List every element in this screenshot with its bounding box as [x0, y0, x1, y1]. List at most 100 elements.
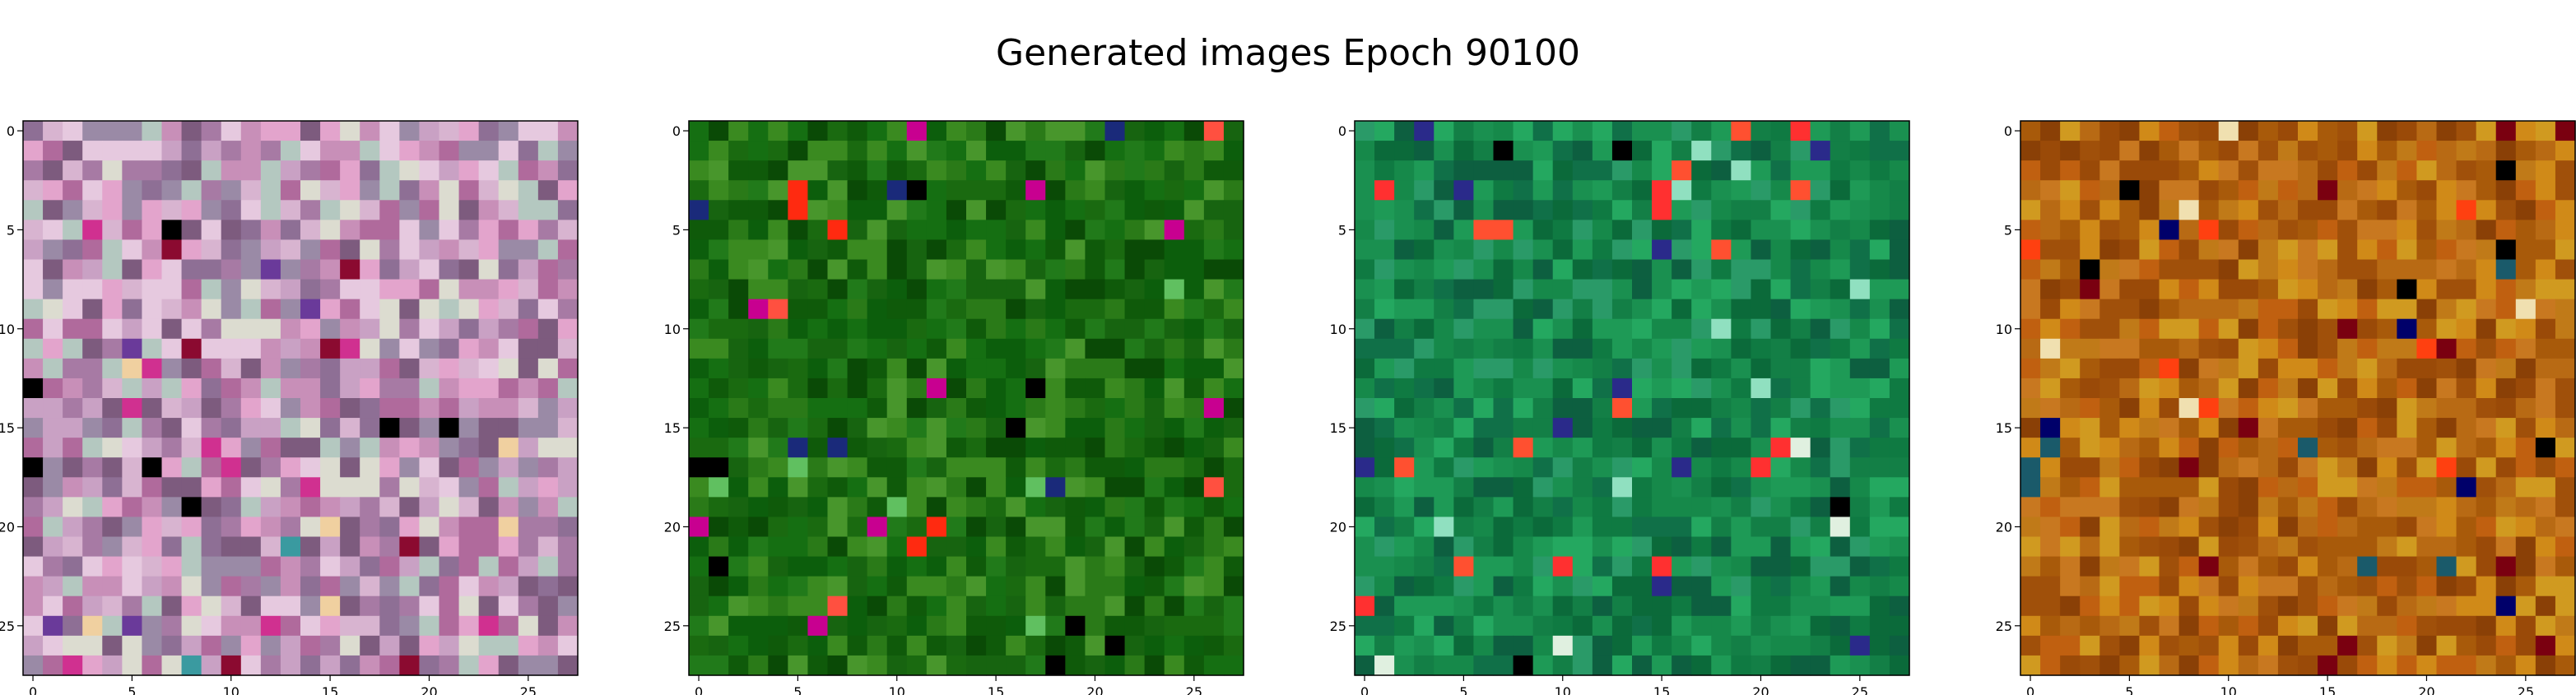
pixel-cell	[728, 595, 749, 617]
pixel-cell	[1025, 477, 1046, 498]
pixel-cell	[1849, 160, 1871, 181]
pixel-cell	[709, 259, 729, 280]
pixel-cell	[1144, 259, 1165, 280]
pixel-cell	[2298, 378, 2318, 399]
pixel-cell	[2357, 517, 2378, 538]
pixel-cell	[1849, 220, 1871, 241]
pixel-cell	[260, 220, 281, 241]
pixel-cell	[1790, 517, 1811, 538]
pixel-cell	[2159, 438, 2180, 458]
pixel-cell	[498, 556, 519, 577]
pixel-cell	[1085, 220, 1106, 241]
pixel-cell	[1473, 200, 1495, 220]
pixel-cell	[2238, 438, 2259, 458]
pixel-cell	[1711, 418, 1732, 438]
pixel-cell	[966, 398, 987, 419]
pixel-cell	[1751, 200, 1772, 220]
pixel-cell	[320, 180, 341, 201]
pixel-cell	[1183, 477, 1205, 498]
pixel-cell	[1355, 318, 1375, 340]
pixel-cell	[1104, 418, 1126, 438]
pixel-cell	[2495, 477, 2517, 498]
pixel-cell	[1652, 576, 1672, 597]
pixel-cell	[458, 655, 480, 676]
pixel-cell	[2099, 318, 2120, 340]
pixel-cell	[1572, 536, 1593, 558]
pixel-cell	[2139, 200, 2160, 220]
pixel-cell	[1085, 655, 1106, 676]
pixel-cell	[2060, 536, 2081, 558]
pixel-cell	[1144, 418, 1165, 438]
pixel-cell	[1045, 338, 1066, 359]
pixel-cell	[1104, 536, 1126, 558]
pixel-cell	[847, 160, 868, 181]
pixel-cell	[1355, 457, 1375, 478]
pixel-cell	[2416, 418, 2438, 438]
pixel-cell	[2178, 200, 2200, 220]
pixel-cell	[1592, 457, 1613, 478]
pixel-cell	[2377, 299, 2397, 320]
pixel-cell	[2318, 200, 2338, 220]
pixel-cell	[2178, 239, 2200, 261]
pixel-cell	[768, 160, 788, 181]
pixel-cell	[181, 635, 202, 656]
pixel-cell	[1552, 536, 1574, 558]
pixel-cell	[458, 160, 480, 181]
pixel-cell	[1183, 160, 1205, 181]
pixel-cell	[1025, 338, 1046, 359]
pixel-cell	[161, 279, 183, 300]
pixel-cell	[2178, 220, 2200, 241]
pixel-cell	[748, 595, 769, 617]
pixel-cell	[537, 517, 559, 538]
pixel-cell	[1652, 220, 1672, 241]
pixel-cell	[122, 615, 143, 637]
pixel-cell	[1124, 279, 1146, 300]
pixel-cell	[709, 556, 729, 577]
pixel-cell	[1691, 200, 1712, 220]
pixel-cell	[768, 477, 788, 498]
pixel-cell	[1453, 497, 1475, 518]
pixel-cell	[926, 180, 947, 201]
pixel-cell	[689, 200, 709, 220]
pixel-cell	[2476, 497, 2497, 518]
pixel-cell	[926, 160, 947, 181]
pixel-cell	[1830, 655, 1851, 676]
pixel-cell	[122, 220, 143, 241]
pixel-cell	[1869, 418, 1890, 438]
pixel-cell	[1434, 141, 1454, 161]
pixel-cell	[788, 635, 809, 656]
pixel-cell	[807, 457, 829, 478]
pixel-cell	[1065, 418, 1086, 438]
pixel-cell	[1394, 378, 1415, 399]
pixel-cell	[1434, 595, 1454, 617]
pixel-cell	[1394, 338, 1415, 359]
pixel-cell	[379, 477, 400, 498]
pixel-cell	[439, 200, 460, 220]
pixel-cell	[1810, 200, 1831, 220]
pixel-cell	[1434, 418, 1454, 438]
pixel-cell	[63, 299, 83, 320]
pixel-cell	[986, 418, 1007, 438]
pixel-cell	[498, 160, 519, 181]
pixel-cell	[557, 318, 579, 340]
pixel-cell	[181, 338, 202, 359]
pixel-cell	[1473, 418, 1495, 438]
pixel-cell	[1790, 338, 1811, 359]
pixel-cell	[1453, 279, 1475, 300]
pixel-cell	[946, 615, 967, 637]
y-tick-label: 10	[1996, 322, 2012, 337]
pixel-cell	[867, 418, 888, 438]
pixel-cell	[2119, 259, 2141, 280]
pixel-cell	[181, 141, 202, 161]
pixel-cell	[2337, 259, 2358, 280]
pixel-cell	[1652, 318, 1672, 340]
pixel-cell	[320, 615, 341, 637]
pixel-cell	[1889, 457, 1910, 478]
pixel-cell	[986, 259, 1007, 280]
pixel-cell	[1434, 338, 1454, 359]
pixel-cell	[240, 517, 262, 538]
pixel-cell	[1552, 595, 1574, 617]
pixel-cell	[1652, 536, 1672, 558]
pixel-cell	[827, 615, 849, 637]
pixel-cell	[2198, 438, 2220, 458]
